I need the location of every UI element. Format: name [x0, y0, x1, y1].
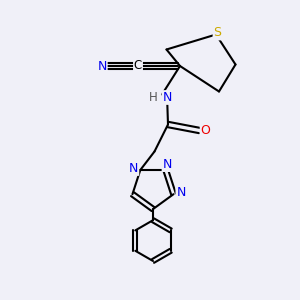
Text: N: N	[163, 158, 172, 171]
Text: N: N	[97, 59, 107, 73]
Text: C: C	[134, 59, 142, 72]
Text: N: N	[129, 162, 138, 175]
Text: N: N	[176, 186, 186, 199]
Text: O: O	[201, 124, 210, 137]
Text: S: S	[214, 26, 221, 40]
Text: H: H	[148, 91, 158, 104]
Text: N: N	[162, 91, 172, 104]
